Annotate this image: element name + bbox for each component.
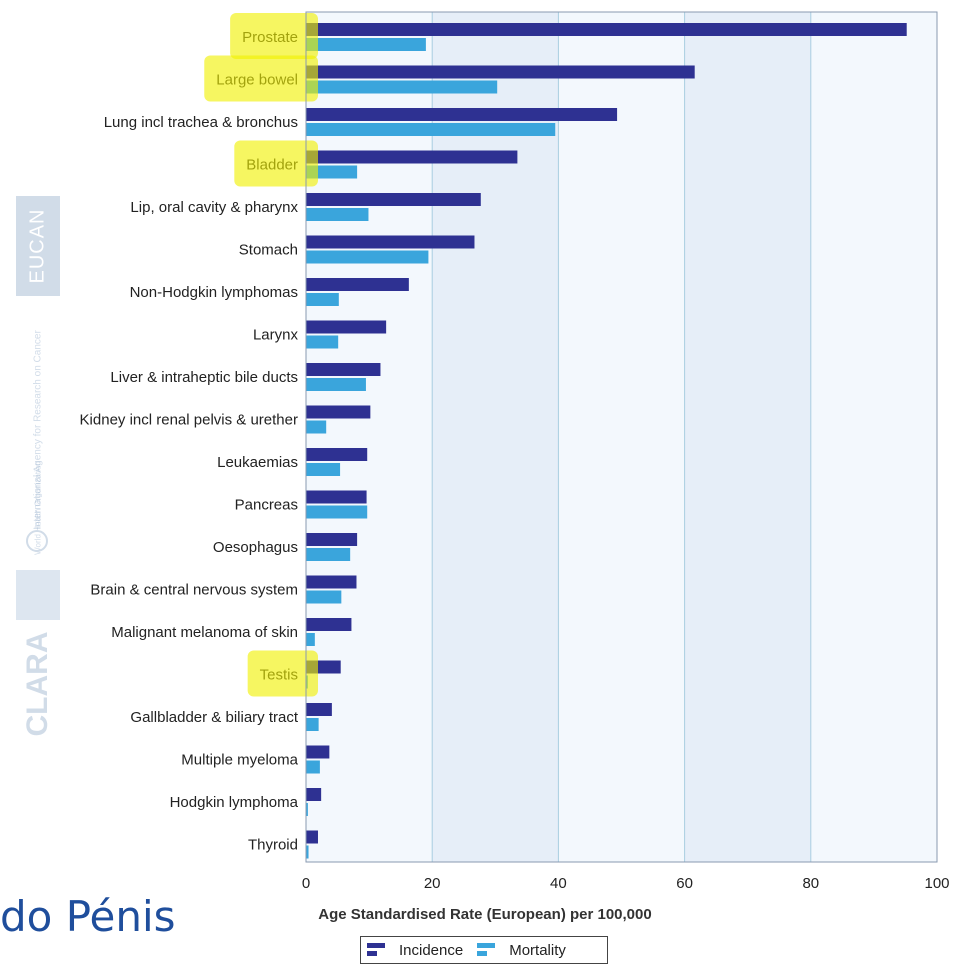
highlight-marker: [247, 650, 318, 697]
bar-mortality: [306, 80, 498, 94]
bar-mortality: [306, 250, 429, 264]
bar-mortality: [306, 760, 320, 774]
bar-incidence: [306, 533, 358, 546]
category-label: Hodgkin lymphoma: [170, 794, 299, 811]
bar-mortality: [306, 208, 369, 221]
x-tick-label: 80: [802, 875, 819, 892]
category-label: Larynx: [253, 327, 299, 344]
bar-incidence: [306, 788, 322, 801]
bar-mortality: [306, 378, 366, 391]
x-axis-title: Age Standardised Rate (European) per 100…: [318, 906, 652, 923]
eucan-logo: EUCAN: [16, 196, 60, 296]
category-label: Kidney incl renal pelvis & urether: [80, 412, 298, 429]
bar-mortality: [306, 165, 358, 179]
who-logo: World Health Organization: [20, 461, 56, 558]
bar-incidence: [306, 618, 352, 631]
category-label: Non-Hodgkin lymphomas: [130, 284, 298, 301]
category-label: Leukaemias: [217, 454, 298, 471]
x-tick-label: 100: [924, 875, 949, 892]
bar-incidence: [306, 448, 368, 461]
category-label: Oesophagus: [213, 539, 298, 556]
category-label: Gallbladder & biliary tract: [130, 709, 298, 726]
bar-mortality: [306, 38, 426, 51]
bar-incidence: [306, 235, 475, 249]
bar-incidence: [306, 363, 381, 376]
legend-label-mortality: Mortality: [509, 941, 566, 959]
highlight-marker: [230, 13, 318, 59]
bar-incidence: [306, 405, 371, 419]
bar-incidence: [306, 703, 332, 716]
bar-mortality: [306, 803, 308, 816]
category-label: Multiple myeloma: [181, 752, 298, 769]
category-label: Lip, oral cavity & pharynx: [130, 199, 298, 216]
plot-band: [432, 12, 559, 862]
bar-incidence: [306, 108, 618, 121]
bar-mortality: [306, 548, 351, 561]
plot-border: [305, 11, 938, 863]
category-label: Liver & intraheptic bile ducts: [110, 369, 298, 386]
category-label: Lung incl trachea & bronchus: [104, 114, 298, 131]
bar-incidence: [306, 830, 318, 844]
bar-mortality: [306, 420, 327, 434]
category-label: Thyroid: [248, 837, 298, 854]
x-tick-label: 40: [550, 875, 567, 892]
eu-flag-logo: [16, 570, 60, 620]
bar-incidence: [306, 193, 481, 206]
bar-incidence: [306, 490, 367, 504]
bar-incidence: [306, 320, 387, 334]
legend-swatch-incidence: [367, 942, 385, 958]
highlight-marker: [234, 140, 318, 187]
legend-label-incidence: Incidence: [399, 941, 464, 959]
x-tick-label: 20: [424, 875, 441, 892]
bar-incidence: [306, 150, 518, 164]
bar-mortality: [306, 633, 315, 646]
category-label: Pancreas: [235, 497, 298, 514]
bar-mortality: [306, 505, 368, 519]
bar-mortality: [306, 845, 309, 859]
bar-mortality: [306, 123, 556, 136]
bar-incidence: [306, 745, 330, 759]
x-tick-label: 60: [676, 875, 693, 892]
bar-mortality: [306, 463, 341, 476]
bar-incidence: [306, 278, 409, 291]
bar-mortality: [306, 335, 339, 349]
legend-swatch-mortality: [477, 942, 496, 958]
x-tick-label: 0: [302, 875, 310, 892]
who-emblem-icon: [26, 530, 48, 552]
bar-mortality: [306, 590, 342, 604]
plot-area: [306, 12, 937, 862]
bar-incidence: [306, 575, 357, 589]
chart-legend: Incidence Mortality: [360, 936, 608, 964]
bar-mortality: [306, 718, 319, 731]
bar-incidence: [306, 23, 907, 36]
category-label: Stomach: [239, 242, 298, 259]
bar-incidence: [306, 65, 695, 79]
plot-band: [684, 12, 811, 862]
bar-mortality: [306, 293, 339, 306]
highlight-marker: [204, 55, 318, 102]
category-label: Malignant melanoma of skin: [111, 624, 298, 641]
slide-title-fragment: do Pénis: [0, 892, 176, 941]
category-label: Brain & central nervous system: [90, 582, 298, 599]
